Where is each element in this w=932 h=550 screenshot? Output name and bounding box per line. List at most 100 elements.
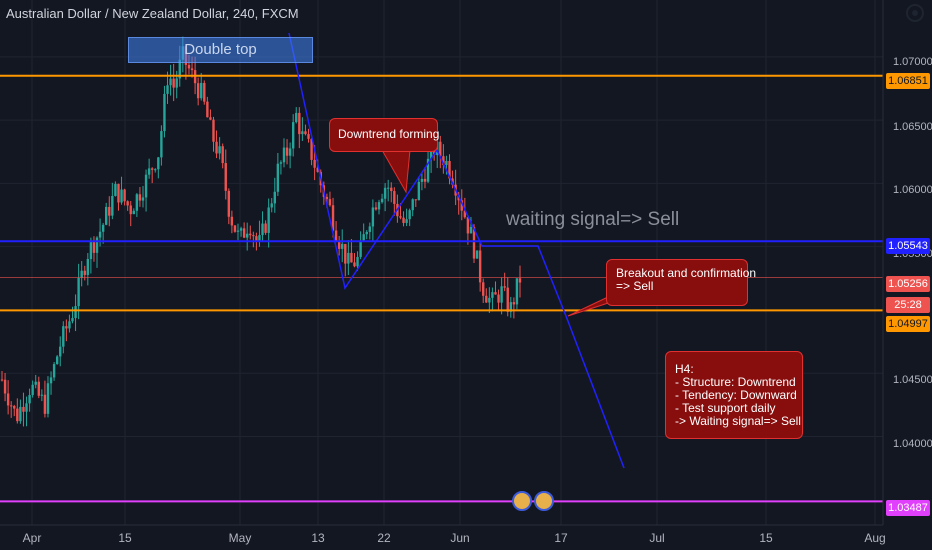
candle-body — [442, 156, 445, 166]
breakout-note-line-1: Breakout and confirmation — [616, 266, 757, 280]
candle-body — [218, 146, 221, 154]
candle-body — [34, 381, 37, 385]
candle-body — [6, 393, 10, 406]
candle-body — [279, 162, 283, 164]
candle-body — [420, 178, 424, 182]
candle-body — [40, 394, 44, 396]
candle-body — [129, 205, 132, 215]
candle-body — [426, 158, 430, 182]
candle-body — [46, 383, 50, 414]
x-tick-label: Jul — [649, 531, 665, 545]
x-tick-label: 15 — [118, 531, 132, 545]
candle-body — [393, 191, 396, 204]
candle-body — [150, 168, 154, 170]
candle-body — [187, 64, 191, 69]
candle-body — [49, 377, 53, 384]
candlestick-series — [0, 36, 522, 427]
candle-body — [16, 408, 19, 422]
candle-body — [59, 346, 62, 357]
candle-body — [144, 174, 148, 198]
candle-body — [301, 131, 304, 135]
candle-body — [350, 252, 353, 263]
event-icons[interactable] — [512, 487, 558, 515]
candle-body — [497, 294, 500, 303]
candle-body — [402, 217, 405, 223]
candle-body — [472, 226, 476, 259]
x-tick-label: 17 — [554, 531, 568, 545]
candle-body — [126, 201, 129, 206]
candle-body — [108, 206, 111, 216]
economic-event-icon[interactable] — [534, 491, 554, 511]
candle-body — [405, 219, 408, 223]
price-tag-resistance: 1.06851 — [886, 73, 930, 89]
candle-body — [304, 131, 307, 135]
double-top-label[interactable]: Double top — [128, 37, 313, 63]
candle-body — [83, 270, 86, 275]
h4-note-line-5: -> Waiting signal=> Sell — [675, 414, 801, 428]
y-tick-label: 1.07000 — [893, 56, 932, 68]
candle-body — [295, 112, 298, 123]
x-tick-label: Aug — [864, 531, 886, 545]
candle-body — [509, 302, 513, 312]
candle-body — [313, 159, 316, 168]
candle-body — [276, 163, 280, 192]
candle-body — [95, 237, 99, 253]
candle-body — [383, 187, 387, 199]
candle-body — [291, 122, 295, 149]
x-tick-label: 15 — [759, 531, 773, 545]
downtrend-note-text: Downtrend forming — [338, 127, 440, 141]
candle-body — [258, 235, 261, 241]
candle-body — [31, 384, 34, 395]
candle-body — [478, 250, 482, 283]
settings-gear-icon[interactable] — [906, 4, 924, 22]
candle-body — [460, 200, 463, 211]
candle-body — [408, 210, 411, 220]
chart-title: Australian Dollar / New Zealand Dollar, … — [6, 6, 299, 21]
candle-body — [141, 197, 145, 201]
economic-event-icon[interactable] — [512, 491, 532, 511]
h4-note-line-4: - Test support daily — [675, 401, 776, 415]
candle-body — [316, 167, 319, 172]
candle-body — [92, 241, 96, 253]
candle-body — [224, 163, 227, 191]
price-tag-lower: 1.03487 — [886, 500, 930, 516]
candle-body — [111, 195, 114, 216]
h4-analysis-note[interactable]: H4: - Structure: Downtrend - Tendency: D… — [665, 351, 803, 439]
y-tick-label: 1.04500 — [893, 374, 932, 386]
candle-body — [233, 225, 237, 232]
y-tick-label: 1.04000 — [893, 438, 932, 450]
candle-body — [138, 194, 142, 201]
candle-body — [356, 256, 359, 267]
candle-body — [101, 224, 105, 232]
candle-body — [157, 157, 160, 170]
y-tick-label: 1.06000 — [893, 184, 932, 196]
candle-body — [515, 278, 519, 305]
downtrend-note[interactable]: Downtrend forming — [329, 118, 440, 152]
x-tick-label: 13 — [311, 531, 325, 545]
candle-body — [227, 190, 231, 217]
candle-body — [172, 78, 175, 88]
waiting-signal-text[interactable]: waiting signal=> Sell — [506, 209, 680, 230]
price-tag-last-price: 1.05256 — [886, 276, 930, 292]
candle-body — [494, 292, 497, 295]
candle-body — [390, 187, 393, 192]
candle-body — [371, 207, 375, 227]
candle-body — [485, 295, 488, 303]
breakout-note[interactable]: Breakout and confirmation => Sell — [606, 259, 757, 306]
candle-body — [399, 216, 402, 218]
candle-body — [307, 134, 310, 139]
price-tag-neckline: 1.05543 — [886, 238, 930, 254]
candle-body — [341, 243, 344, 249]
candle-body — [270, 203, 273, 208]
candle-body — [200, 82, 203, 99]
candle-body — [236, 230, 240, 232]
candle-body — [512, 302, 516, 305]
candle-body — [80, 270, 83, 278]
candle-body — [503, 286, 506, 288]
candle-body — [414, 199, 417, 201]
candle-body — [387, 187, 390, 189]
candle-body — [65, 326, 68, 329]
candle-body — [62, 326, 65, 347]
candle-body — [353, 262, 356, 267]
